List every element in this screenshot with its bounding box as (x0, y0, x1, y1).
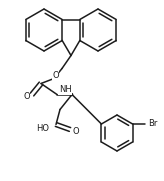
Text: NH: NH (59, 85, 72, 94)
Text: HO: HO (37, 124, 50, 133)
Text: O: O (23, 92, 30, 101)
Text: O: O (52, 71, 59, 79)
Text: O: O (72, 127, 79, 136)
Text: Br: Br (148, 119, 157, 129)
